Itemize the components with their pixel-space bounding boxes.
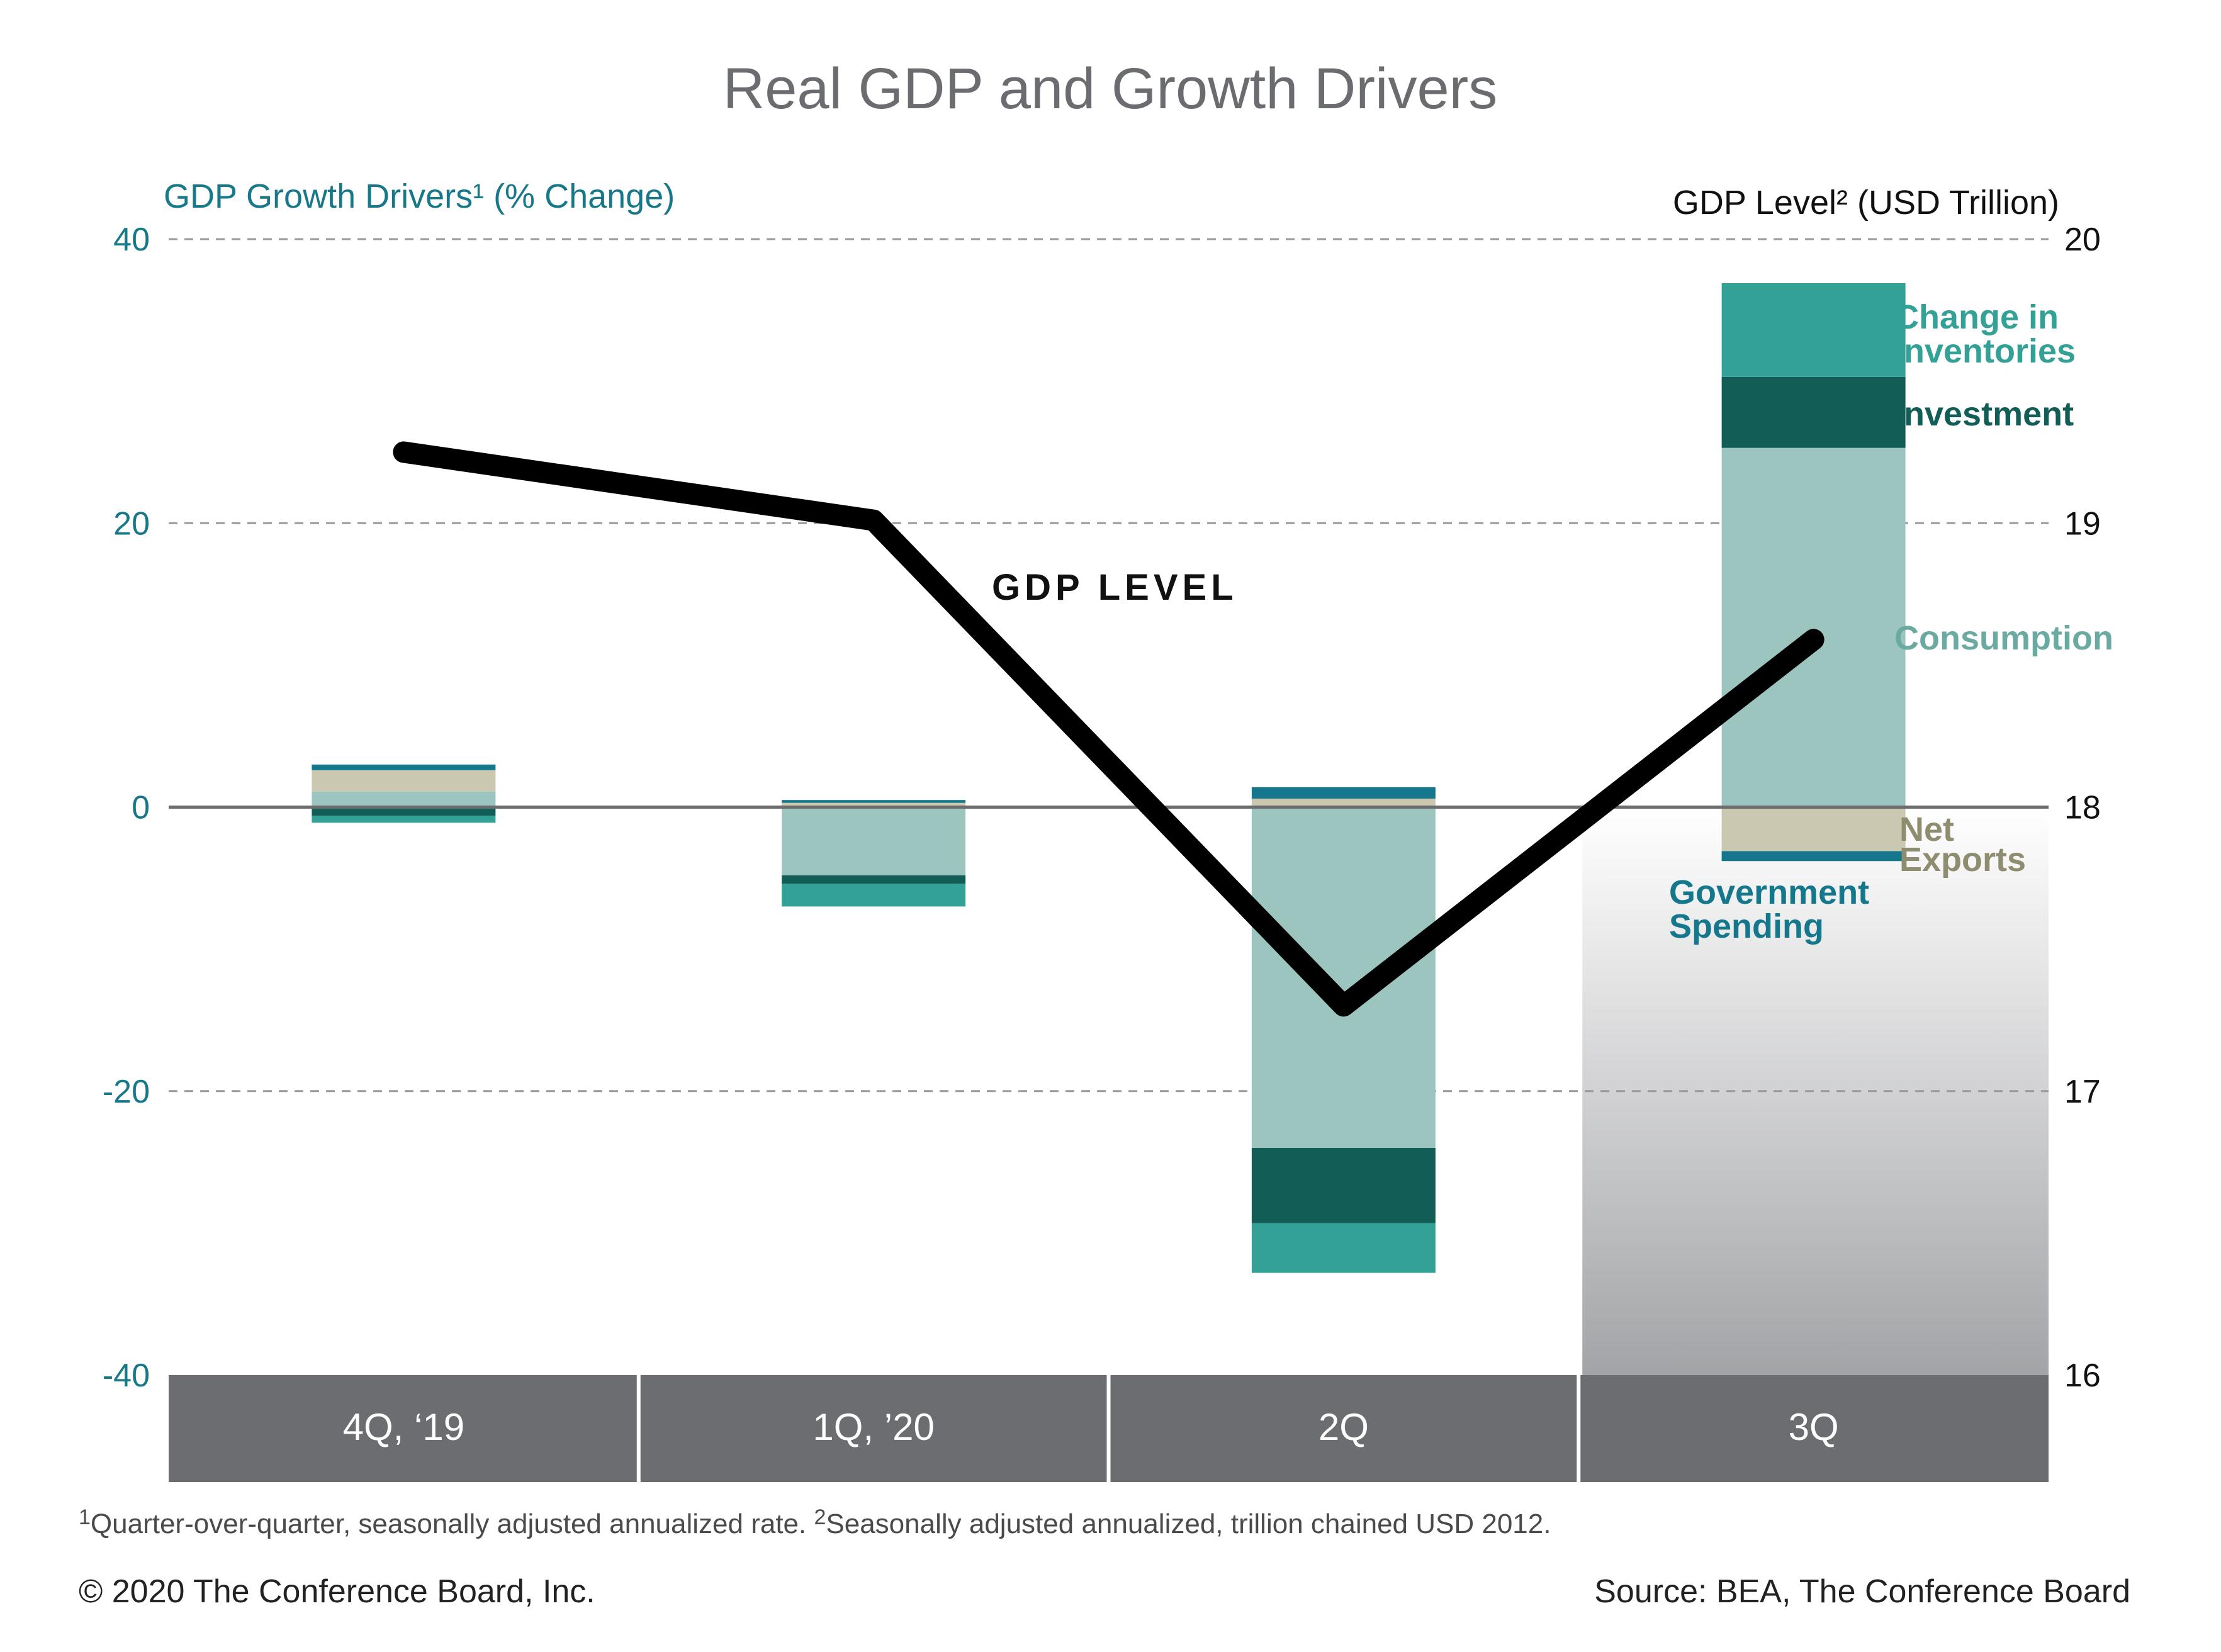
category-label: 1Q, ’20 xyxy=(812,1406,934,1448)
gdp-level-line xyxy=(393,441,1825,1017)
bar-segment xyxy=(1721,447,1906,807)
bar-segment xyxy=(1251,787,1436,799)
left-tick-label: 20 xyxy=(113,505,150,542)
gdp-level-label: GDP LEVEL xyxy=(992,567,1238,608)
category-label: 2Q xyxy=(1319,1406,1369,1448)
right-tick-label: 17 xyxy=(2064,1074,2101,1110)
bar-segment xyxy=(782,807,966,875)
bar-segment xyxy=(782,884,966,907)
bar-segment xyxy=(1721,376,1906,448)
left-tick-label: 40 xyxy=(113,222,150,258)
bar-segment xyxy=(312,764,496,770)
category-band: 4Q, ‘19 1Q, ’20 2Q 3Q xyxy=(169,1368,2049,1482)
category-label: 3Q xyxy=(1789,1406,1839,1448)
bar-segment xyxy=(1721,283,1906,377)
change-in-inventories-label: Change in Inventories xyxy=(1894,298,2076,370)
bar-segment xyxy=(782,800,966,803)
investment-label: Investment xyxy=(1894,395,2074,433)
bar-segment xyxy=(312,770,496,792)
net-exports-label: Net Exports xyxy=(1899,811,2026,879)
left-axis-ticks: 40 20 0 -20 -40 xyxy=(103,222,150,1394)
right-tick-label: 20 xyxy=(2064,222,2101,258)
government-spending-label: Government Spending xyxy=(1669,874,1879,945)
chart-title: Real GDP and Growth Drivers xyxy=(723,57,1498,121)
bar-segment xyxy=(782,802,966,807)
left-tick-label: -40 xyxy=(103,1357,150,1394)
right-tick-label: 19 xyxy=(2064,505,2101,542)
left-tick-label: 0 xyxy=(132,790,150,826)
right-axis-ticks: 20 19 18 17 16 xyxy=(2064,222,2101,1394)
bar-segment xyxy=(1251,798,1436,807)
stacked-bars xyxy=(312,283,1906,1273)
right-tick-label: 16 xyxy=(2064,1357,2101,1394)
bar-segment xyxy=(312,816,496,823)
footnote: 1Quarter-over-quarter, seasonally adjust… xyxy=(79,1505,1551,1539)
bar-segment xyxy=(1251,807,1436,1148)
right-tick-label: 18 xyxy=(2064,790,2101,826)
right-axis-title: GDP Level² (USD Trillion) xyxy=(1673,184,2059,222)
left-tick-label: -20 xyxy=(103,1074,150,1110)
bar-segment xyxy=(782,875,966,884)
category-label: 4Q, ‘19 xyxy=(343,1406,464,1448)
bar-segment xyxy=(1721,807,1906,851)
copyright-text: © 2020 The Conference Board, Inc. xyxy=(79,1573,595,1610)
bar-segment xyxy=(1721,851,1906,862)
consumption-label: Consumption xyxy=(1894,619,2113,657)
bar-segment xyxy=(1251,1223,1436,1273)
bar-segment xyxy=(1251,1148,1436,1223)
left-axis-title: GDP Growth Drivers¹ (% Change) xyxy=(164,177,675,215)
bar-segment xyxy=(312,807,496,816)
bar-segment xyxy=(312,791,496,807)
source-text: Source: BEA, The Conference Board xyxy=(1594,1573,2130,1610)
